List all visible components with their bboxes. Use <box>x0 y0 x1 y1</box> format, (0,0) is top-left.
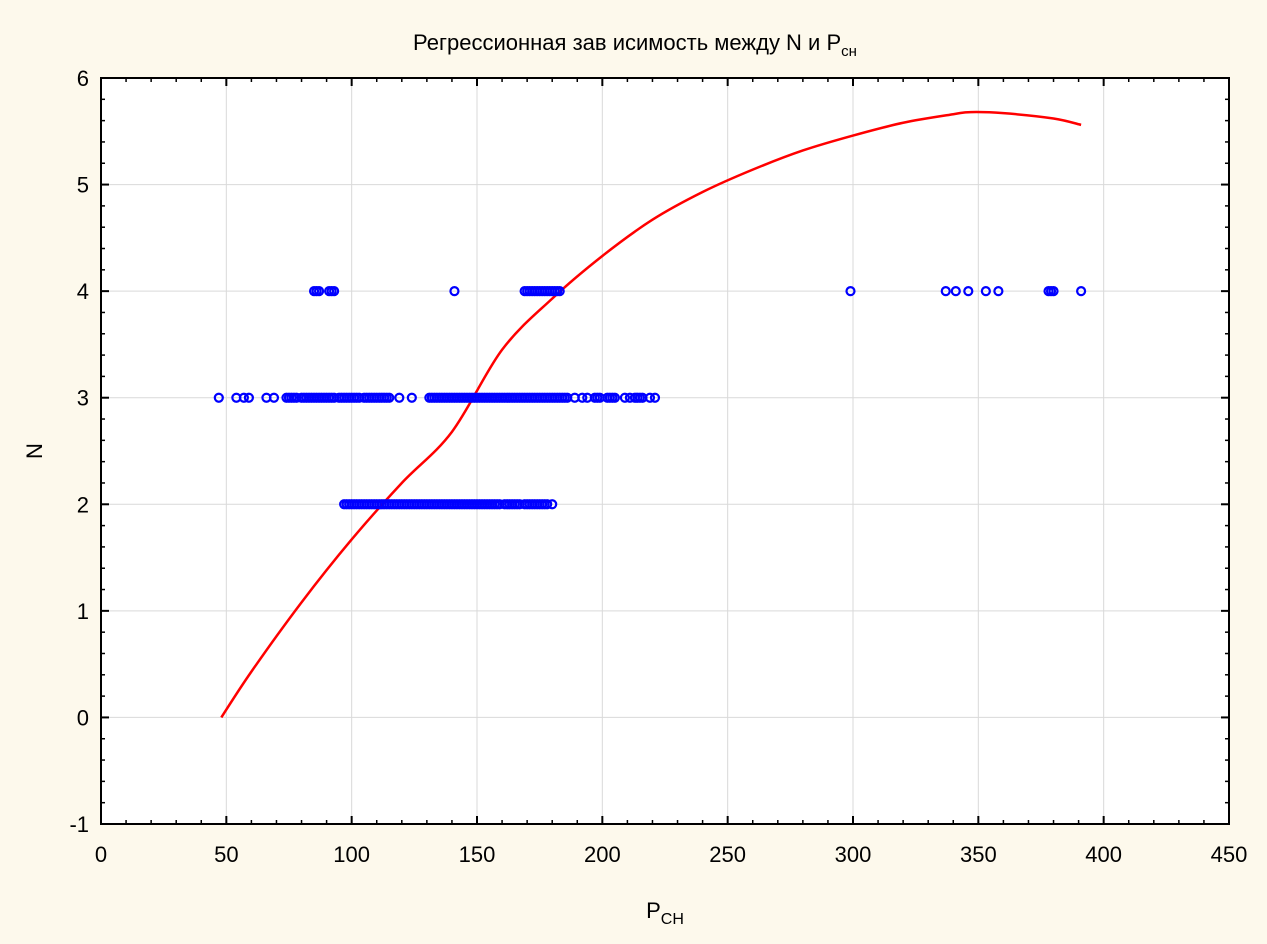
data-point <box>547 499 558 510</box>
data-point <box>980 286 991 297</box>
data-point <box>449 286 460 297</box>
regression-curve-layer <box>220 110 1082 719</box>
x-tick-labels: 0 50 100 150 200 250 300 350 400 450 <box>95 842 1247 867</box>
axis-ticks <box>100 77 1230 825</box>
data-point <box>649 392 661 403</box>
data-point <box>1076 286 1087 297</box>
data-point <box>1048 286 1059 297</box>
y-tick-label: 5 <box>77 173 89 198</box>
x-axis-label-main: P <box>646 898 661 923</box>
x-tick-label: 200 <box>584 842 621 867</box>
data-point <box>950 286 961 297</box>
x-axis-label-subscript: CH <box>661 911 684 928</box>
y-tick-label: 3 <box>77 386 89 411</box>
data-point <box>394 392 405 403</box>
x-tick-label: 150 <box>459 842 496 867</box>
data-point <box>542 499 553 510</box>
data-point <box>845 286 856 297</box>
scatter-points <box>213 286 1087 510</box>
data-point <box>384 392 395 403</box>
y-tick-label: -1 <box>69 812 89 837</box>
data-point <box>963 286 974 297</box>
x-axis-label: PCH <box>646 898 684 928</box>
data-point <box>577 392 588 403</box>
x-tick-label: 250 <box>709 842 746 867</box>
y-tick-label: 0 <box>77 705 89 730</box>
y-tick-label: 6 <box>77 66 89 91</box>
data-point <box>268 392 280 403</box>
y-tick-label: 2 <box>77 492 89 517</box>
x-tick-label: 350 <box>960 842 997 867</box>
chart-title-subscript: сн <box>841 43 857 60</box>
data-point <box>644 392 656 403</box>
x-tick-label: 300 <box>835 842 872 867</box>
y-axis-label: N <box>22 443 47 459</box>
plot-area <box>101 78 1229 824</box>
y-tick-label: 1 <box>77 599 89 624</box>
data-point <box>940 286 951 297</box>
data-point <box>554 286 565 297</box>
chart-title-main: Регрессионная зав исимость между N и P <box>413 30 841 55</box>
chart-title: Регрессионная зав исимость между N и Pсн <box>413 30 857 60</box>
x-tick-label: 100 <box>333 842 370 867</box>
data-point <box>243 392 254 403</box>
data-point <box>619 392 630 403</box>
data-point <box>329 286 340 297</box>
x-tick-label: 450 <box>1211 842 1248 867</box>
regression-curve <box>220 110 1082 719</box>
x-tick-label: 50 <box>214 842 238 867</box>
x-tick-label: 400 <box>1085 842 1122 867</box>
x-tick-label: 0 <box>95 842 107 867</box>
data-point <box>993 286 1004 297</box>
data-point <box>313 286 325 297</box>
data-point <box>609 392 620 403</box>
data-point <box>213 392 224 403</box>
plot-frame <box>100 77 1230 825</box>
y-tick-label: 4 <box>77 279 89 304</box>
data-point <box>406 392 417 403</box>
y-tick-labels: -1 0 1 2 3 4 5 6 <box>69 66 89 837</box>
data-point <box>238 392 249 403</box>
